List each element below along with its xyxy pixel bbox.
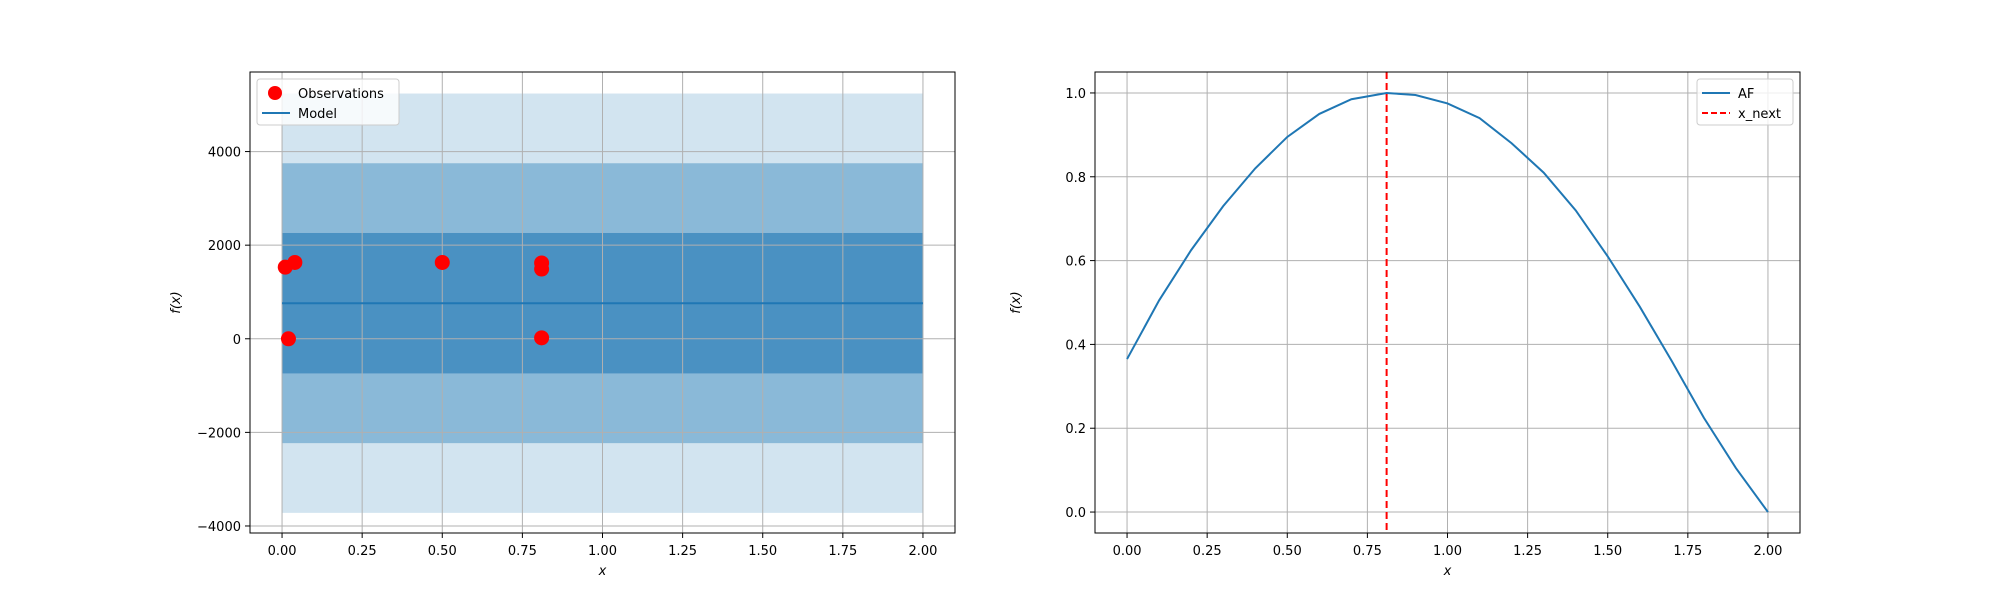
x-tick-label: 1.00: [588, 544, 617, 559]
observation-point: [534, 330, 550, 346]
y-tick-label: −2000: [197, 426, 241, 441]
observation-point: [434, 254, 450, 270]
x-tick-label: 0.75: [1353, 544, 1382, 559]
observation-point: [534, 261, 550, 277]
legend: Observations Model: [256, 78, 400, 126]
y-ticks: 0.0 0.2 0.4 0.6 0.8 1.0: [1065, 87, 1095, 521]
x-tick-label: 0.00: [268, 544, 297, 559]
x-ticks: 0.00 0.25 0.50 0.75 1.00 1.25 1.50 1.75 2.00: [268, 533, 937, 559]
x-tick-label: 0.75: [508, 544, 537, 559]
grid-lines: [1095, 72, 1800, 533]
x-ticks: 0.00 0.25 0.50 0.75 1.00 1.25 1.50 1.75 2.00: [1113, 533, 1782, 559]
legend-observations-label: Observations: [298, 87, 384, 102]
y-axis-label: f(x): [169, 291, 184, 313]
x-tick-label: 1.50: [748, 544, 777, 559]
legend: AF x_next: [1696, 78, 1794, 126]
observation-point: [280, 331, 296, 347]
x-tick-label: 2.00: [908, 544, 937, 559]
y-tick-label: 0.4: [1065, 338, 1086, 353]
legend-box: [256, 78, 400, 126]
x-tick-label: 1.75: [828, 544, 857, 559]
x-tick-label: 1.25: [1513, 544, 1542, 559]
y-tick-label: 0.2: [1065, 422, 1086, 437]
y-axis-label: f(x): [1009, 291, 1024, 313]
x-axis-label: x: [598, 564, 607, 579]
x-tick-label: 0.25: [348, 544, 377, 559]
legend-model-label: Model: [298, 107, 337, 122]
legend-x-next-label: x_next: [1738, 107, 1781, 122]
x-tick-label: 2.00: [1753, 544, 1782, 559]
acquisition-lines: [1126, 72, 1769, 533]
y-tick-label: 0.6: [1065, 255, 1086, 270]
x-tick-label: 1.50: [1593, 544, 1622, 559]
af-line: [1126, 91, 1769, 513]
y-tick-label: 2000: [208, 239, 241, 254]
x-tick-label: 0.50: [428, 544, 457, 559]
x-tick-label: 0.50: [1273, 544, 1302, 559]
x-tick-label: 1.75: [1673, 544, 1702, 559]
legend-observations-marker: [268, 86, 282, 100]
y-tick-label: −4000: [197, 520, 241, 535]
x-tick-label: 0.25: [1193, 544, 1222, 559]
y-tick-label: 0.8: [1065, 171, 1086, 186]
legend-af-label: AF: [1738, 87, 1754, 102]
observation-point: [287, 254, 303, 270]
x-tick-label: 0.00: [1113, 544, 1142, 559]
y-tick-label: 0.0: [1065, 506, 1086, 521]
acquisition-plot: 0.00 0.25 0.50 0.75 1.00 1.25 1.50 1.75 2.00 0.0…: [1009, 71, 1801, 579]
y-tick-label: 0: [233, 333, 241, 348]
model-plot: 0.00 0.25 0.50 0.75 1.00 1.25 1.50 1.75 2.00 −40…: [169, 71, 956, 579]
observation-points: [277, 254, 550, 347]
y-tick-label: 1.0: [1065, 87, 1086, 102]
x-tick-label: 1.00: [1433, 544, 1462, 559]
x-tick-label: 1.25: [668, 544, 697, 559]
x-axis-label: x: [1443, 564, 1452, 579]
y-tick-label: 4000: [208, 146, 241, 161]
y-ticks: −4000 −2000 0 2000 4000: [197, 146, 250, 535]
